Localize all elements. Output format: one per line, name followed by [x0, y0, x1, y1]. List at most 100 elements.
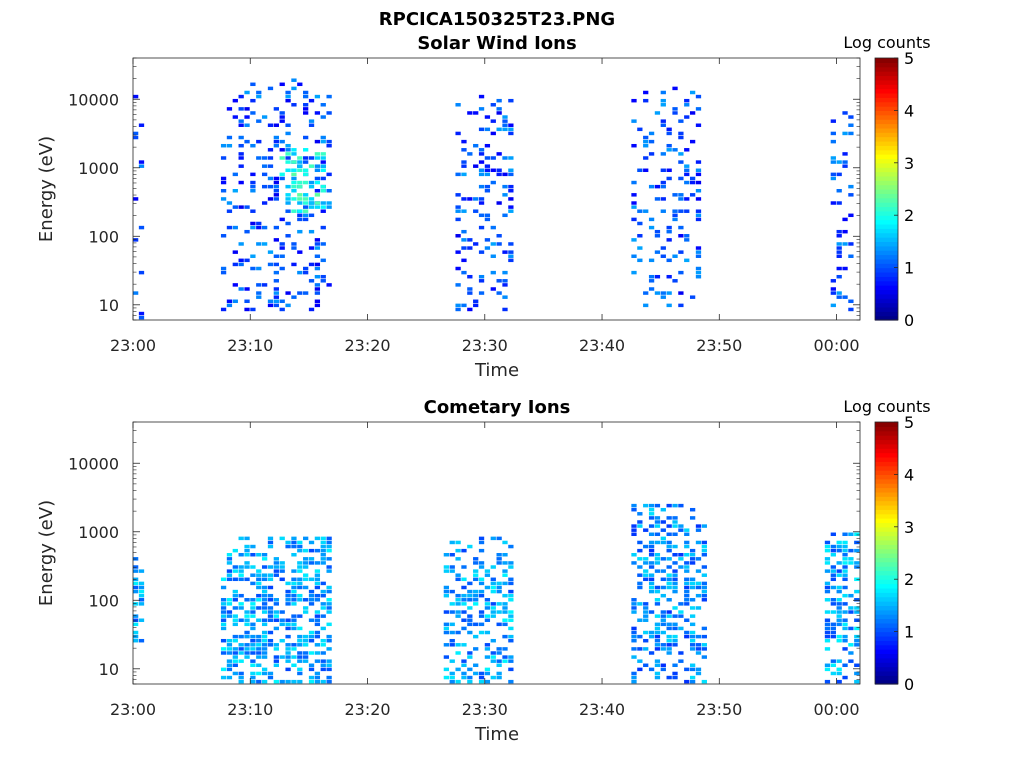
data-pixel [256, 638, 262, 643]
data-pixel [449, 675, 455, 680]
data-pixel [303, 557, 309, 561]
data-pixel [291, 209, 297, 213]
data-pixel [279, 139, 285, 144]
data-pixel [273, 610, 279, 614]
data-pixel [631, 503, 637, 508]
data-pixel [138, 581, 145, 586]
data-pixel [261, 565, 268, 569]
data-pixel [279, 299, 285, 304]
data-pixel [836, 618, 842, 622]
data-pixel [256, 225, 262, 230]
data-pixel [672, 279, 678, 283]
data-pixel [461, 148, 467, 152]
colorbar-step [875, 184, 898, 190]
data-pixel [484, 115, 491, 119]
data-pixel [285, 544, 291, 549]
data-pixel [484, 246, 491, 250]
data-pixel [502, 250, 508, 254]
data-pixel [297, 638, 303, 643]
data-pixel [273, 143, 279, 148]
data-pixel [660, 618, 666, 622]
data-pixel [484, 172, 491, 177]
data-pixel [502, 127, 508, 132]
y-tick-label: 100 [88, 591, 119, 610]
data-pixel [449, 540, 455, 545]
data-pixel [643, 569, 649, 573]
data-pixel [648, 589, 655, 594]
data-pixel [684, 589, 690, 594]
data-pixel [643, 98, 649, 103]
data-pixel [842, 548, 848, 553]
data-pixel [490, 651, 496, 655]
data-pixel [654, 234, 661, 238]
y-axis-label: Energy (eV) [36, 136, 57, 242]
data-pixel [320, 679, 326, 684]
data-pixel [684, 98, 690, 103]
data-pixel [484, 598, 491, 602]
data-pixel [502, 659, 508, 663]
data-pixel [672, 663, 678, 668]
data-pixel [232, 638, 238, 643]
data-pixel [654, 602, 661, 606]
data-pixel [449, 622, 455, 627]
colorbar-tick-label: 3 [904, 518, 914, 537]
data-pixel [326, 585, 332, 590]
data-pixel [220, 176, 227, 181]
data-pixel [449, 553, 455, 557]
x-tick-label: 23:30 [462, 700, 508, 719]
data-pixel [308, 602, 315, 606]
data-pixel [320, 115, 326, 119]
data-pixel [303, 598, 309, 602]
data-pixel [854, 561, 860, 565]
data-pixel [297, 209, 303, 213]
data-pixel [842, 111, 848, 115]
data-pixel [654, 589, 661, 594]
data-pixel [830, 585, 836, 590]
data-pixel [824, 622, 831, 627]
data-pixel [695, 172, 702, 177]
data-pixel [695, 528, 702, 532]
data-pixel [226, 614, 233, 618]
data-pixel [326, 569, 332, 573]
data-pixel [824, 581, 831, 586]
data-pixel [648, 553, 655, 557]
data-pixel [660, 610, 666, 614]
data-pixel [502, 123, 508, 127]
colorbar-step [875, 293, 898, 299]
data-pixel [232, 205, 238, 209]
data-pixel [643, 544, 649, 549]
data-pixel [660, 667, 666, 672]
data-pixel [684, 630, 690, 635]
data-pixel [273, 643, 279, 647]
data-pixel [297, 598, 303, 602]
data-pixel [631, 528, 637, 532]
data-pixel [226, 659, 233, 663]
data-pixel [637, 557, 643, 561]
data-pixel [449, 643, 455, 647]
data-pixel [226, 209, 233, 213]
data-pixel [314, 536, 321, 541]
colorbar-step [875, 180, 898, 186]
data-pixel [285, 291, 291, 295]
data-pixel [238, 123, 244, 127]
colorbar-step [875, 302, 898, 308]
data-pixel [232, 283, 238, 287]
data-pixel [467, 291, 473, 295]
data-pixel [461, 585, 467, 590]
data-pixel [508, 172, 514, 177]
data-pixel [314, 634, 321, 639]
colorbar-tick-label: 4 [904, 465, 914, 484]
data-pixel [256, 242, 262, 246]
data-pixel [220, 602, 227, 606]
data-pixel [643, 618, 649, 622]
data-pixel [244, 307, 250, 312]
data-pixel [303, 565, 309, 569]
colorbar-step [875, 219, 898, 225]
data-pixel [842, 217, 848, 222]
data-pixel [631, 524, 637, 528]
data-pixel [267, 262, 274, 267]
colorbar-step [875, 228, 898, 234]
data-pixel [443, 565, 450, 569]
data-pixel [220, 234, 227, 238]
data-pixel [648, 581, 655, 586]
